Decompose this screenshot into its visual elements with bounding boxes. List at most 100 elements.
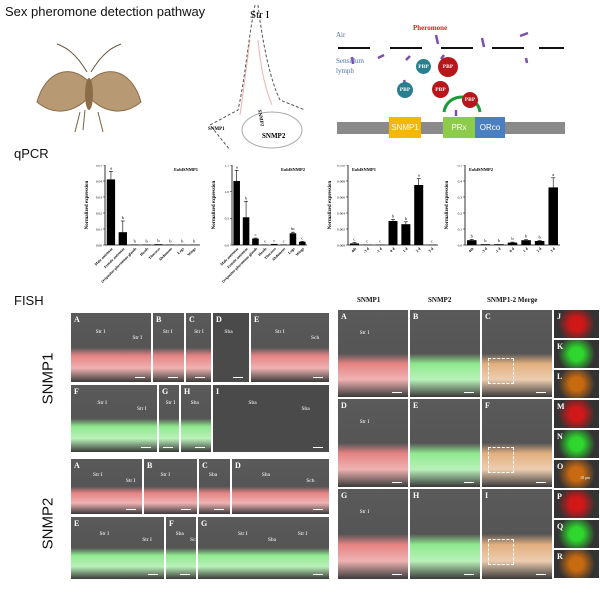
tissue-label: Str I [194,328,204,335]
y-tick-label: 0.008 [337,179,345,183]
y-tick-label: 0.004 [337,211,345,215]
significance-letter: b [157,238,160,243]
panel-letter: N [557,432,563,441]
moth-illustration [36,43,142,133]
x-tick-label: 0 d [389,246,396,253]
panel-letter: E [254,315,260,324]
bar [106,179,116,245]
significance-letter: c [379,239,381,244]
bar [401,224,411,245]
micrograph-panel: L [553,369,600,399]
row-label-snmp2: SNMP2 [39,497,57,550]
micrograph-panel: D Sba Sch [231,458,330,515]
pbp-label: PBP [464,97,476,103]
scale-bar [464,391,474,393]
tissue-label: Sba [301,406,310,413]
x-tick-label: 4th [468,246,475,253]
micrograph-panel: K [553,339,600,369]
micrograph-panel: A Str I Str I [70,458,143,515]
tissue-label: Str I [359,329,370,336]
scale-bar [536,391,546,393]
x-tick-label: -3 d [363,246,371,254]
bar [534,241,545,245]
panel-letter: A [74,315,80,324]
tissue-label: Sba [208,471,218,478]
micrograph-panel: A Str I Str I [70,312,152,383]
zoom-region-box [488,538,514,565]
y-tick-label: 0.002 [337,227,345,231]
y-axis-label: Normalized expression [445,180,450,229]
pbp-label: PBP [399,87,411,93]
significance-letter: b [484,238,487,243]
tissue-label: Str I [165,400,176,407]
air-label: Air [336,31,346,39]
col-header-snmp2: SNMP2 [428,296,452,304]
x-tick-label: Heads [139,247,149,257]
significance-letter: b [511,236,514,241]
chart-3: 0.0 0.1 0.2 0.3 0.4 0.5 Normalized expression E… [445,165,560,254]
sensillum-sketch: Str I SNMP1 SNMP2 SNMP2 [208,4,306,150]
bar [289,233,297,245]
micrograph-panel: B Str I [152,312,185,383]
bar [118,232,127,245]
y-tick-label: 0.006 [337,195,345,199]
bar [154,244,163,245]
y-tick-label: 0.04 [96,179,102,183]
panel-letter: M [557,402,565,411]
panel-letter: E [74,519,80,528]
significance-letter: a [236,165,238,169]
pheromone-label: Pheromone [413,24,448,32]
col-header-snmp1: SNMP1 [357,296,381,304]
pbp-red-1: PBP [438,57,458,77]
pbp-label: PBP [435,86,446,93]
panel-letter: B [147,461,153,470]
scale-bar [313,508,323,510]
pbp-teal-1: PBP [416,59,431,74]
significance-letter: b [245,195,248,200]
x-tick-label: Legs [287,247,296,256]
pbp-label: PBP [442,64,454,70]
bar [349,243,359,245]
bar [414,185,424,245]
x-tick-label: 1 d [522,246,529,253]
bar [280,244,287,245]
qpcr-section-label: qPCR [14,146,49,161]
panel-letter: G [162,387,169,396]
micrograph-panel: N [553,429,600,459]
bar [252,238,259,245]
micrograph-panel: I [481,488,553,580]
significance-letter: b [181,239,184,244]
panel-letter: O [557,462,564,471]
chart-1: 0.0 0.5 1.0 1.5 Normalized expression EoblSNM… [212,165,307,284]
bar [507,242,518,245]
micrograph-panel: C Str I [185,312,212,383]
scale-bar [313,573,323,575]
orco-label: ORco [479,123,501,132]
micrograph-panel: D Str I [337,398,409,488]
scale-bar [313,376,323,378]
bar [233,181,240,245]
y-tick-label: 0.1 [458,227,463,231]
pbp-red-2: PBP [432,81,449,98]
zoom-region-box [488,357,514,384]
significance-letter: b [471,233,474,238]
chart-2: 0.000 0.002 0.004 0.006 0.008 0.010 Normalized… [328,165,438,254]
micrograph-panel: H [409,488,481,580]
y-tick-label: 0.5 [458,165,463,167]
y-tick-label: 0.02 [96,211,102,215]
bar [467,240,477,245]
scale-bar [536,573,546,575]
scale-bar [195,446,205,448]
bar [388,221,398,245]
zoom-region-box [488,447,514,474]
tissue-label: Sba [261,471,270,478]
tissue-label: Sch [311,334,320,341]
scale-label: 10 μm [580,475,591,480]
micrograph-panel: F [481,398,553,488]
significance-letter: c [264,238,266,243]
tissue-label: Str I [275,328,285,335]
x-tick-label: Legs [177,247,186,256]
panel-letter: D [341,401,347,410]
y-tick-label: 1.0 [225,190,230,194]
chart-title: EoblSNMP2 [281,167,306,172]
